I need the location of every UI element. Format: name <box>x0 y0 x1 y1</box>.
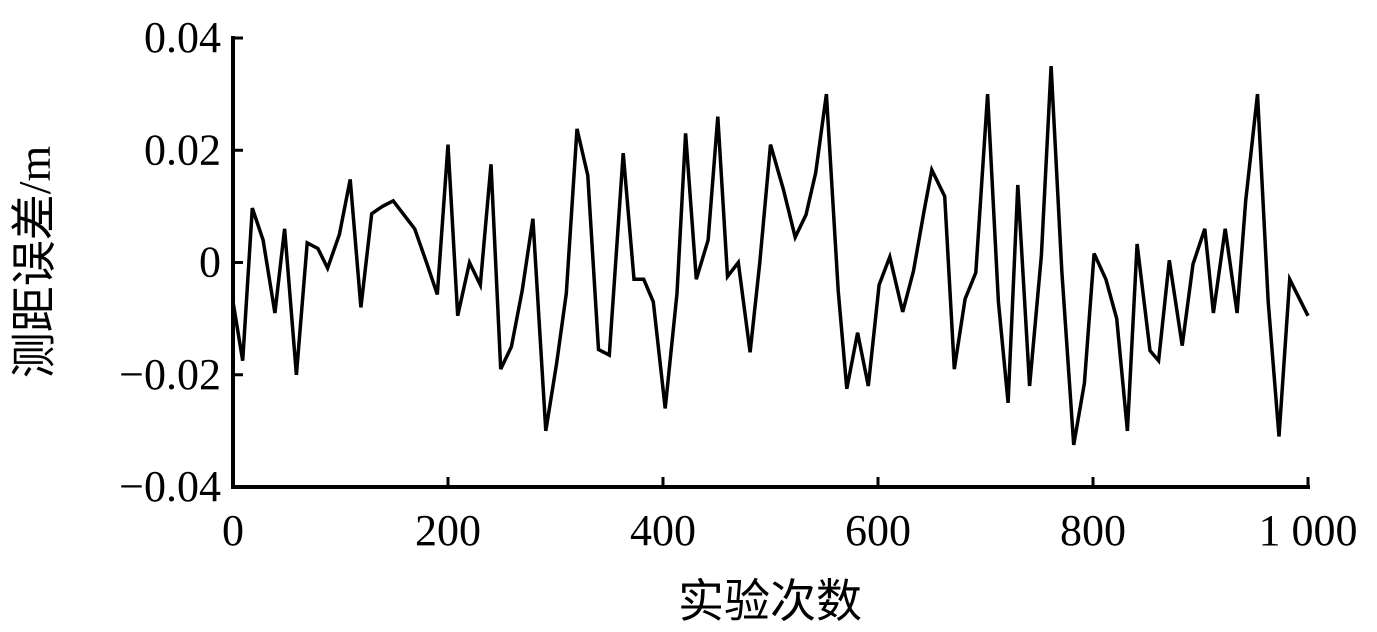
x-tick-label: 400 <box>630 506 696 555</box>
x-tick-label: 200 <box>415 506 481 555</box>
x-tick-label: 800 <box>1060 506 1126 555</box>
series-line <box>231 66 1310 446</box>
y-tick-label: 0.02 <box>144 125 221 174</box>
y-tick-label: −0.04 <box>119 462 221 511</box>
y-tick-label: 0.04 <box>144 13 221 62</box>
x-tick-label: 1 000 <box>1259 506 1358 555</box>
y-tick-label: −0.02 <box>119 350 221 399</box>
y-axis-label: 测距误差/m <box>9 146 60 379</box>
x-tick-label: 600 <box>845 506 911 555</box>
x-tick-label: 0 <box>222 506 244 555</box>
x-axis-label: 实验次数 <box>678 576 862 627</box>
y-tick-label: 0 <box>199 238 221 287</box>
